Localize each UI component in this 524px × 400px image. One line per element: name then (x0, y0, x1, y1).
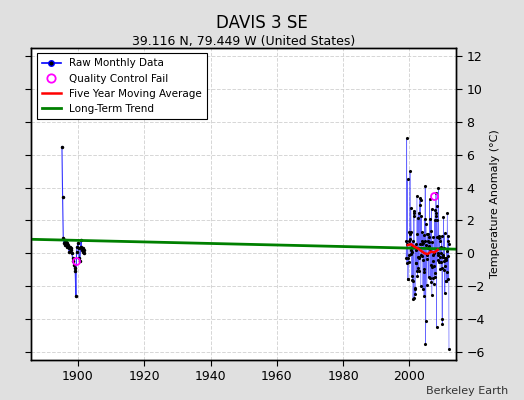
Y-axis label: Temperature Anomaly (°C): Temperature Anomaly (°C) (490, 130, 500, 278)
Text: Berkeley Earth: Berkeley Earth (426, 386, 508, 396)
Title: 39.116 N, 79.449 W (United States): 39.116 N, 79.449 W (United States) (132, 35, 355, 48)
Legend: Raw Monthly Data, Quality Control Fail, Five Year Moving Average, Long-Term Tren: Raw Monthly Data, Quality Control Fail, … (37, 53, 207, 119)
Text: DAVIS 3 SE: DAVIS 3 SE (216, 14, 308, 32)
